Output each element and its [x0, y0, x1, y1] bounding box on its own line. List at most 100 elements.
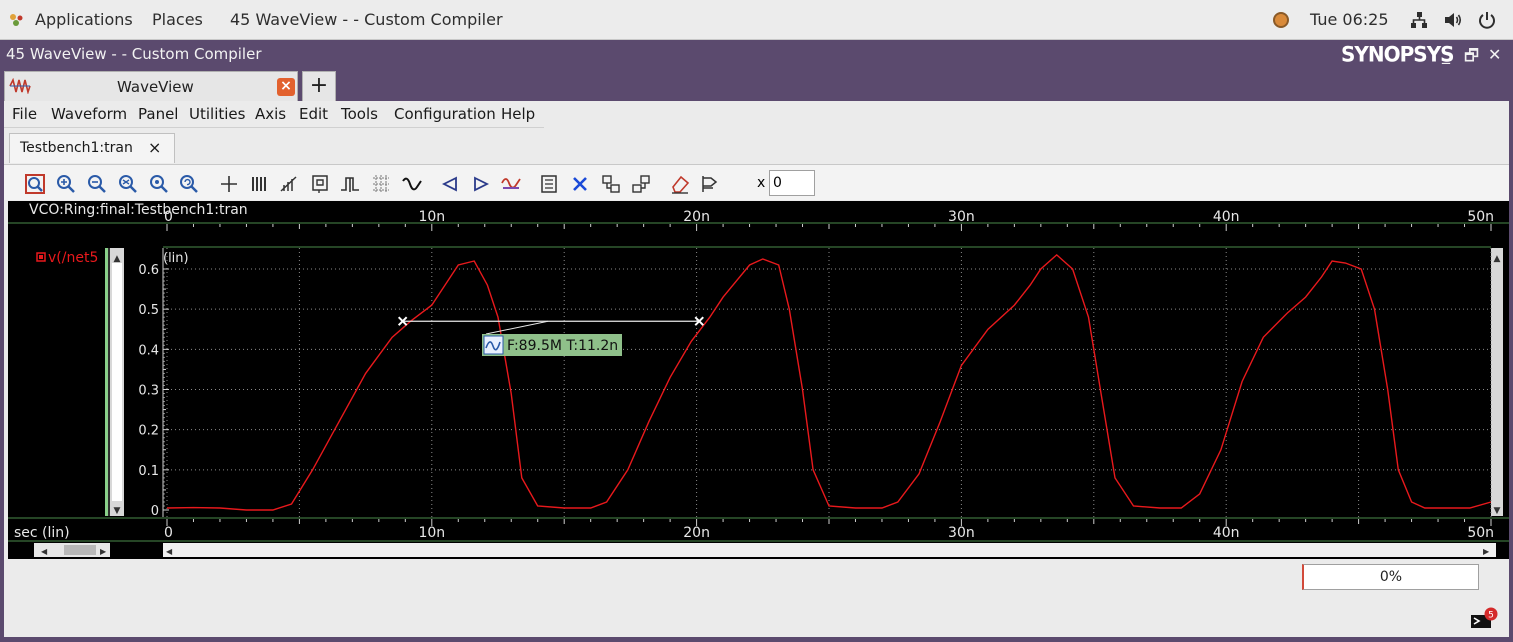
clock[interactable]: Tue 06:25	[1310, 10, 1389, 29]
panel-icon[interactable]	[538, 173, 560, 195]
close-doc-tab-button[interactable]: ×	[148, 138, 162, 157]
doc-tab-label: Testbench1:tran	[20, 140, 133, 156]
scroll-up-icon[interactable]: ▲	[114, 254, 121, 264]
right-scroll-up-icon[interactable]: ▲	[1494, 254, 1501, 264]
waveform-plot[interactable]: ▲ ▼ v(/net5 (lin) ▲ ▼ 0010n10n20n20n30n3…	[8, 201, 1509, 559]
active-window-menu[interactable]: 45 WaveView - - Custom Compiler	[230, 10, 503, 29]
measurement-markers[interactable]	[397, 316, 704, 335]
close-tab-button[interactable]: ×	[277, 78, 295, 96]
volume-icon[interactable]	[1443, 10, 1463, 30]
marker-end-icon[interactable]	[694, 316, 704, 326]
synopsys-logo: SYNOPSYS	[1341, 41, 1455, 67]
vertical-scrollbar-track[interactable]	[112, 263, 122, 501]
zoom-x-icon[interactable]	[117, 173, 139, 195]
next-edge-icon[interactable]	[470, 173, 492, 195]
bottom-x-tick-label: 50n	[1467, 525, 1494, 541]
y-tick-label: 0.2	[138, 424, 159, 439]
menu-panel[interactable]: Panel	[138, 105, 179, 123]
zoom-in-icon[interactable]	[55, 173, 77, 195]
y-tick-label: 0.1	[138, 464, 159, 479]
top-x-tick-label: 0	[164, 209, 173, 225]
eraser-icon[interactable]	[669, 173, 691, 195]
x-value-input[interactable]	[769, 170, 815, 196]
delete-icon[interactable]	[569, 173, 591, 195]
ungroup-icon[interactable]	[630, 173, 652, 195]
menu-utilities[interactable]: Utilities	[189, 105, 246, 123]
hscroll-right-icon[interactable]: ▶	[100, 547, 107, 556]
y-tick-label: 0.5	[138, 303, 159, 318]
measure-icon[interactable]	[278, 173, 300, 195]
window-title-bar[interactable]: 45 WaveView - - Custom Compiler SYNOPSYS…	[0, 41, 1513, 69]
time-scroll-left-icon[interactable]: ◀	[166, 547, 173, 556]
right-scrollbar[interactable]	[1491, 248, 1503, 516]
top-x-tick-label: 10n	[418, 209, 445, 225]
marker-cross	[397, 316, 408, 326]
pulse-icon[interactable]	[339, 173, 361, 195]
marker-start-icon[interactable]	[397, 316, 408, 326]
bottom-x-tick-label: 40n	[1213, 525, 1240, 541]
top-x-tick-label: 50n	[1467, 209, 1494, 225]
previous-edge-icon[interactable]	[439, 173, 461, 195]
crosshair-icon[interactable]	[218, 173, 240, 195]
grid-icon[interactable]	[370, 173, 392, 195]
applications-icon[interactable]	[8, 12, 26, 28]
menu-file[interactable]: File	[12, 105, 38, 123]
menu-waveform[interactable]: Waveform	[51, 105, 128, 123]
waveform-icon[interactable]	[401, 173, 423, 195]
console-notification-icon[interactable]: 5	[1470, 607, 1498, 629]
menu-help[interactable]: Help	[501, 105, 536, 123]
add-tab-button[interactable]: +	[302, 71, 336, 101]
bottom-x-tick-label: 30n	[948, 525, 975, 541]
restore-button[interactable]: 🗗	[1464, 46, 1480, 65]
signal-trace[interactable]	[166, 253, 1492, 511]
tab-waveview[interactable]: WaveView ×	[4, 71, 298, 101]
signal-name[interactable]: v(/net5	[48, 250, 98, 266]
waveview-icon	[9, 78, 31, 94]
measurement-box[interactable]: F:89.5M T:11.2n	[482, 334, 622, 356]
hscroll-left-icon[interactable]: ◀	[41, 547, 48, 556]
minimize-button[interactable]: _	[1442, 45, 1450, 64]
menu-edit[interactable]: Edit	[299, 105, 329, 123]
applications-menu[interactable]: Applications	[35, 10, 133, 29]
tab-label: WaveView	[117, 78, 194, 96]
status-indicator-icon[interactable]	[1273, 12, 1289, 28]
places-menu[interactable]: Places	[152, 10, 203, 29]
left-hscrollbar-thumb[interactable]	[64, 545, 96, 555]
measurement-readout: F:89.5M T:11.2n	[507, 338, 618, 354]
toolbar: x	[4, 164, 1509, 200]
x-label: x	[757, 175, 766, 191]
y-tick-label: 0.4	[138, 343, 159, 358]
signal-compare-icon[interactable]	[500, 173, 522, 195]
close-window-button[interactable]: ✕	[1488, 45, 1502, 64]
frequency-icon	[485, 341, 501, 351]
zoom-y-icon[interactable]	[148, 173, 170, 195]
tab-testbench1-tran[interactable]: Testbench1:tran ×	[9, 133, 175, 163]
menu-tools[interactable]: Tools	[341, 105, 378, 123]
right-scroll-down-icon[interactable]: ▼	[1494, 506, 1501, 516]
signal-checkbox-icon[interactable]	[36, 252, 46, 262]
menu-configuration[interactable]: Configuration	[394, 105, 496, 123]
export-icon[interactable]	[699, 173, 721, 195]
network-icon[interactable]	[1409, 10, 1429, 30]
grid	[166, 248, 1492, 517]
zoom-fit-icon[interactable]	[24, 173, 46, 195]
menu-axis[interactable]: Axis	[255, 105, 287, 123]
time-scroll-right-icon[interactable]: ▶	[1483, 547, 1490, 556]
app-tab-strip: WaveView × +	[0, 70, 1513, 101]
time-hscrollbar[interactable]	[163, 543, 1496, 557]
group-icon[interactable]	[600, 173, 622, 195]
trace-layer	[166, 253, 1492, 511]
system-top-bar: Applications Places 45 WaveView - - Cust…	[0, 0, 1513, 40]
progress-bar: 0%	[1302, 564, 1479, 590]
zoom-previous-icon[interactable]	[178, 173, 200, 195]
label-icon[interactable]	[309, 173, 331, 195]
bus-icon[interactable]	[248, 173, 270, 195]
bottom-x-tick-label: 0	[164, 525, 173, 541]
top-x-tick-label: 40n	[1213, 209, 1240, 225]
waveform-panel[interactable]: VCO:Ring:final:Testbench1:tran ▲ ▼ v(/ne…	[8, 201, 1509, 559]
zoom-out-icon[interactable]	[86, 173, 108, 195]
scroll-down-icon[interactable]: ▼	[114, 506, 121, 516]
y-scale-label: (lin)	[163, 251, 189, 266]
power-icon[interactable]	[1477, 10, 1497, 30]
top-x-tick-label: 30n	[948, 209, 975, 225]
